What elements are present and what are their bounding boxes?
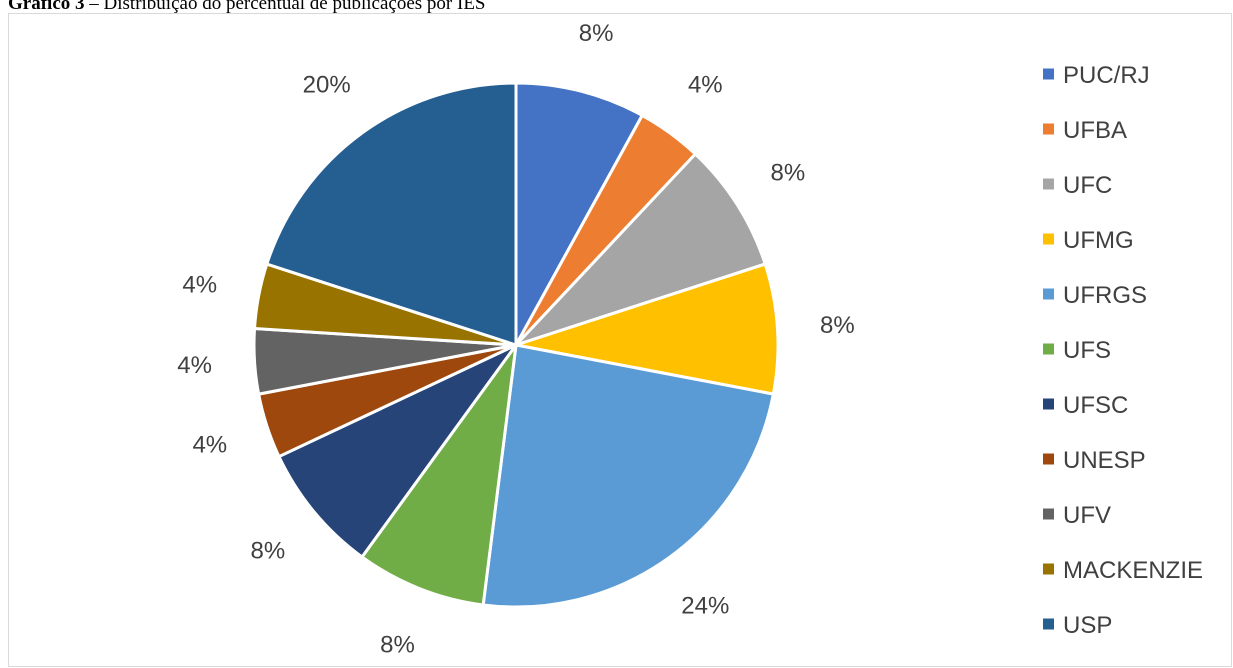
legend-entry-mackenzie: MACKENZIE — [1043, 557, 1203, 584]
data-label-ufs: 8% — [380, 631, 415, 658]
legend: PUC/RJ UFBA UFC UFMG UFRGS UFS UFSC UNESP UFV MAC… — [1043, 62, 1203, 639]
caption-text: – Distribuição do percentual de publicaç… — [84, 0, 486, 14]
data-label-ufc: 8% — [771, 160, 806, 187]
legend-label: UFV — [1063, 502, 1111, 529]
legend-swatch — [1043, 563, 1054, 575]
caption-prefix: Gráfico 3 — [8, 0, 85, 14]
figure-caption: Gráfico 3 – Distribuição do percentual d… — [8, 0, 486, 14]
legend-label: UFS — [1063, 337, 1111, 364]
data-label-ufsc: 8% — [251, 537, 286, 564]
pie-slice-ufrgs — [481, 343, 775, 609]
legend-label: USP — [1063, 612, 1112, 639]
legend-entry-unesp: UNESP — [1043, 447, 1146, 474]
data-labels: 8% 4% 8% 8% 24% 8% 8% 4% 4% 4% 20% — [177, 20, 854, 658]
legend-entry-ufs: UFS — [1043, 337, 1111, 364]
pie-slice-ufmg — [514, 262, 780, 396]
pie-slice-ufc — [514, 152, 767, 347]
legend-swatch — [1043, 453, 1054, 465]
data-label-puc-rj: 8% — [579, 20, 614, 47]
pie-slice-ufs — [360, 343, 518, 607]
pie-slice-ufsc — [277, 343, 518, 559]
legend-swatch — [1043, 343, 1054, 355]
pie-slice-puc-rj — [514, 81, 644, 347]
legend-swatch — [1043, 398, 1054, 410]
legend-swatch — [1043, 288, 1054, 300]
data-label-ufv: 4% — [177, 352, 212, 379]
data-label-usp: 20% — [303, 72, 351, 99]
legend-label: PUC/RJ — [1063, 62, 1150, 89]
data-label-mackenzie: 4% — [182, 272, 217, 299]
legend-swatch — [1043, 618, 1054, 630]
legend-entry-ufsc: UFSC — [1043, 392, 1128, 419]
data-label-ufrgs: 24% — [681, 593, 729, 620]
pie-slice-usp — [265, 81, 518, 347]
legend-swatch — [1043, 233, 1054, 245]
legend-label: UFRGS — [1063, 282, 1147, 309]
data-label-ufba: 4% — [688, 72, 723, 99]
legend-entry-usp: USP — [1043, 612, 1112, 639]
legend-swatch — [1043, 178, 1054, 190]
legend-label: UNESP — [1063, 447, 1146, 474]
legend-entry-ufv: UFV — [1043, 502, 1111, 529]
legend-label: MACKENZIE — [1063, 557, 1203, 584]
data-label-ufmg: 8% — [820, 312, 855, 339]
legend-entry-puc-rj: PUC/RJ — [1043, 62, 1150, 89]
legend-swatch — [1043, 68, 1054, 80]
legend-entry-ufrgs: UFRGS — [1043, 282, 1147, 309]
legend-swatch — [1043, 508, 1054, 520]
legend-label: UFC — [1063, 172, 1112, 199]
legend-entry-ufba: UFBA — [1043, 117, 1127, 144]
legend-label: UFBA — [1063, 117, 1127, 144]
pie-slices — [252, 81, 780, 609]
legend-swatch — [1043, 123, 1054, 135]
data-label-unesp: 4% — [192, 432, 227, 459]
legend-entry-ufmg: UFMG — [1043, 227, 1134, 254]
legend-label: UFMG — [1063, 227, 1134, 254]
legend-label: UFSC — [1063, 392, 1128, 419]
legend-entry-ufc: UFC — [1043, 172, 1112, 199]
